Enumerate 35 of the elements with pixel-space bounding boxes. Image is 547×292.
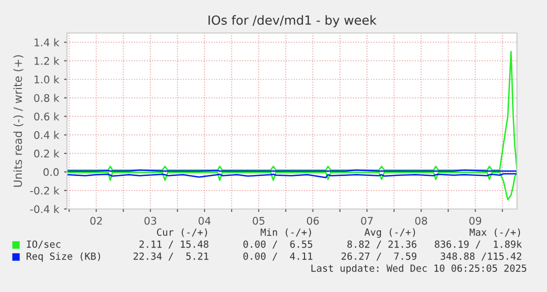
y-tick-label: 1.0 k	[34, 75, 60, 84]
y-tick-label: 0.4 k	[34, 130, 60, 139]
text: 2.11 / 15.48	[139, 240, 208, 249]
text: 8.82 / 21.36	[347, 240, 416, 249]
y-tick-label: 0.2 k	[34, 149, 60, 158]
text: Last update: Wed Dec 10 06:25:05 2025	[311, 264, 526, 274]
x-tick-label: 08	[415, 216, 428, 225]
x-tick-label: 05	[252, 216, 264, 225]
text: Max (-/+)	[470, 228, 520, 237]
text: 26.27 / 7.59	[342, 252, 416, 261]
text: Min (-/+)	[260, 228, 311, 237]
x-tick-label: 09	[469, 216, 482, 225]
chart-title: IOs for /dev/md1 - by week	[208, 15, 377, 28]
text: 348.88 /115.42	[440, 252, 522, 261]
text: Avg (-/+)	[364, 228, 415, 238]
y-tick-label: 1.2 k	[34, 56, 60, 65]
y-axis-title: Units read (-) / write (+)	[13, 55, 24, 187]
y-tick-label: 0.6 k	[34, 112, 60, 120]
x-tick-label: 06	[306, 216, 319, 225]
y-tick-label: 1.4 k	[34, 38, 60, 46]
x-tick-label: 04	[198, 216, 211, 225]
text: 22.34 / 5.21	[134, 252, 208, 261]
x-tick-label: 07	[361, 216, 373, 225]
text: Cur (-/+)	[156, 228, 207, 237]
legend-label: Req Size (KB)	[26, 252, 100, 262]
legend-label: IO/sec	[26, 240, 60, 249]
y-tick-label: -0.4 k	[30, 205, 60, 214]
text: 0.00 / 4.11	[243, 252, 312, 261]
y-tick-label: -0.2 k	[30, 186, 60, 195]
y-tick-label: 0.0	[43, 168, 59, 176]
x-tick-label: 02	[90, 216, 102, 225]
text: 0.00 / 6.55	[243, 240, 312, 249]
y-tick-label: 0.8 k	[34, 94, 60, 102]
x-tick-label: 03	[144, 216, 156, 225]
text: 836.19 / 1.89k	[434, 240, 522, 249]
